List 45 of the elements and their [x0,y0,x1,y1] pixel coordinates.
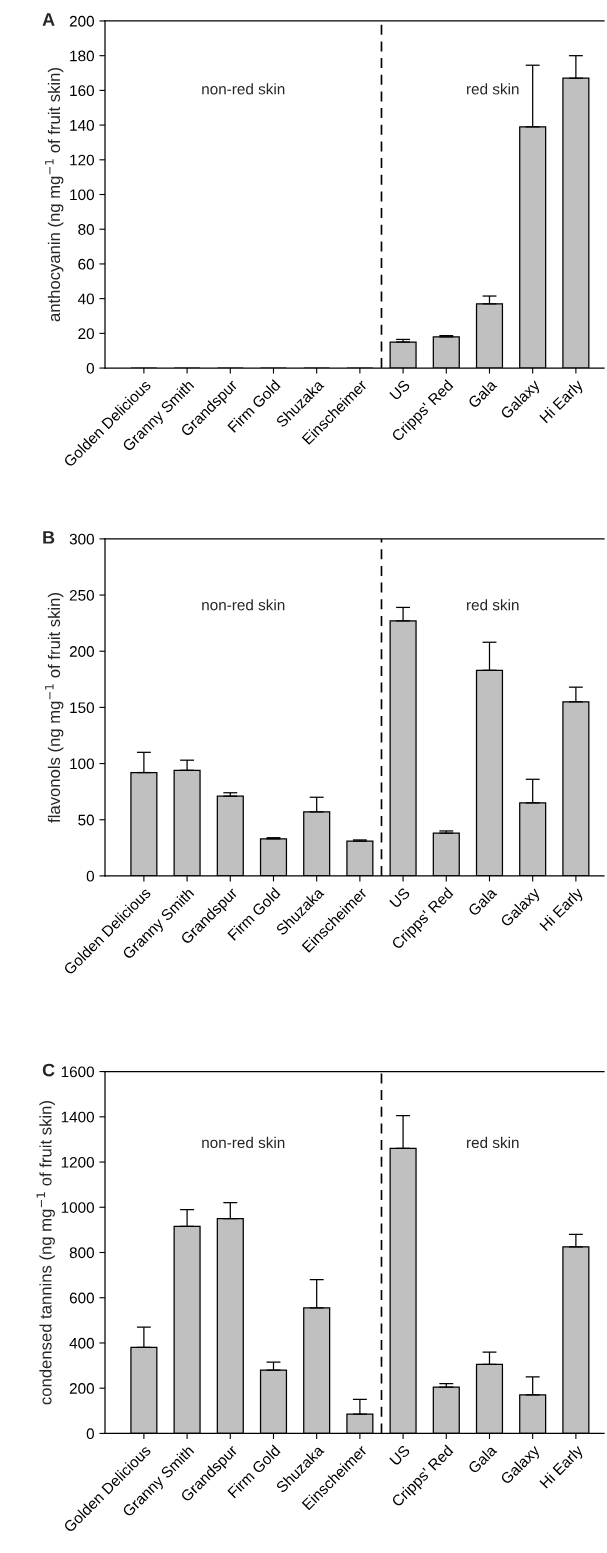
y-tick-label: 300 [69,533,94,545]
y-axis-title: flavonols (ng mg$^{−1}$ of fruit skin) [45,593,64,823]
y-tick-label: 40 [77,293,94,305]
y-tick-label: 800 [69,1247,94,1259]
chart-title: B [43,531,55,544]
y-tick-label: 160 [70,85,94,97]
y-tick-label: 80 [78,224,94,235]
y-tick-label: 150 [70,702,94,714]
y-tick-label: 1600 [61,1066,94,1078]
y-tick-label: 1200 [61,1156,94,1168]
y-tick-label: 140 [70,119,94,131]
y-tick-label: 200 [69,646,94,657]
y-tick-label: 120 [70,154,94,166]
annotation: non-red skin [202,83,285,95]
annotation: non-red skin [202,1136,285,1149]
y-tick-label: 20 [78,328,94,340]
y-axis-title: anthocyanin (ng mg$^{−1}$ of fruit skin) [45,68,64,322]
y-tick-label: 50 [78,814,94,826]
y-tick-label: 200 [69,1383,94,1394]
annotation: red skin [467,83,519,95]
x-tick-label: US [389,887,411,909]
x-tick-label: Gala [467,1443,498,1475]
y-tick-label: 400 [69,1337,94,1349]
y-tick-label: 60 [78,258,94,270]
y-tick-label: 200 [69,15,94,27]
x-tick-label: Gala [467,886,498,917]
y-tick-label: 0 [86,870,94,882]
y-tick-label: 0 [86,362,94,374]
y-tick-label: 100 [70,758,94,770]
x-tick-label: US [389,379,411,401]
annotation: non-red skin [202,599,285,611]
annotation: red skin [467,1136,519,1149]
y-tick-label: 1000 [61,1202,94,1213]
y-tick-label: 180 [70,50,94,62]
chart-title: C [42,1063,55,1077]
y-axis-title: condensed tannins (ng mg$^{−1}$ of fruit skin) [36,1101,55,1405]
chart-title: A [42,13,55,26]
y-tick-label: 250 [69,589,94,601]
x-tick-label: Gala [467,378,498,409]
y-tick-label: 0 [86,1428,94,1440]
y-tick-label: 600 [69,1292,94,1304]
annotation: red skin [467,599,519,611]
y-tick-label: 100 [70,189,94,201]
y-tick-label: 1400 [61,1111,94,1123]
x-tick-label: US [389,1444,411,1466]
